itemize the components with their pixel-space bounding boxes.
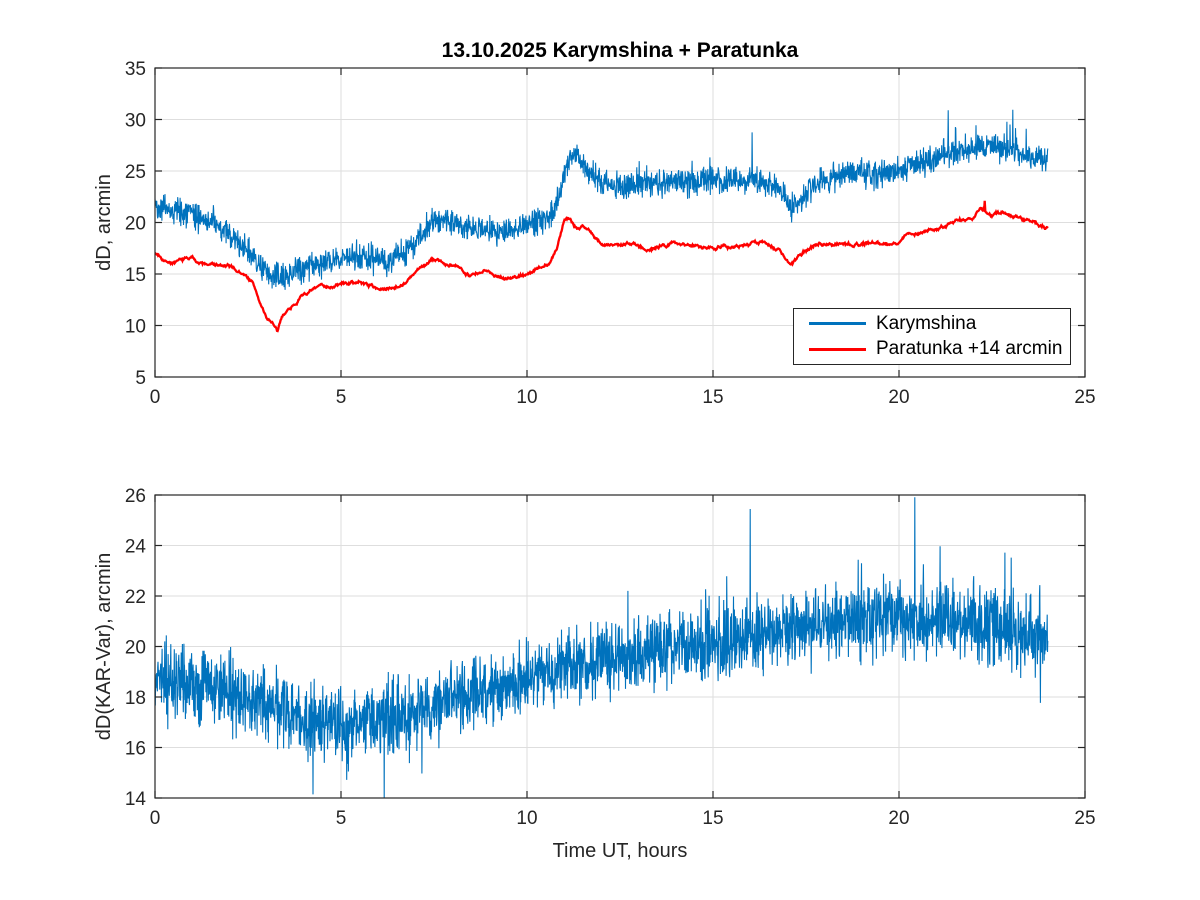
bottom-plot: 0 5 10 15 20 25 14 16 18 20 22 24 26 dD(KAR-Var), ar… <box>93 486 1096 862</box>
x-tick-label: 15 <box>702 808 723 829</box>
y-tick-label: 26 <box>125 486 146 507</box>
x-tick-label: 25 <box>1074 387 1095 408</box>
x-tick-label: 5 <box>336 387 347 408</box>
series-line-dd-kar-var- <box>155 497 1049 798</box>
legend-entry-paratunka: Paratunka +14 arcmin <box>794 338 1070 360</box>
series-line-karymshina <box>155 109 1049 290</box>
y-tick-label: 24 <box>125 537 147 558</box>
legend-label-karymshina: Karymshina <box>876 312 977 334</box>
y-tick-label: 15 <box>125 265 146 286</box>
x-tick-label: 15 <box>702 387 723 408</box>
y-tick-label: 18 <box>125 688 146 709</box>
bottom-axes-generated: 0 5 10 15 20 25 14 16 18 20 22 24 26 <box>125 486 1096 829</box>
legend-box: Karymshina Paratunka +14 arcmin <box>793 308 1071 365</box>
y-tick-label: 20 <box>125 214 146 235</box>
x-tick-label: 25 <box>1074 808 1095 829</box>
bottom-x-axis-label: Time UT, hours <box>553 840 688 862</box>
y-tick-label: 25 <box>125 162 146 183</box>
x-tick-label: 20 <box>888 808 909 829</box>
y-tick-label: 30 <box>125 111 146 132</box>
y-tick-label: 22 <box>125 587 146 608</box>
x-tick-label: 0 <box>150 387 161 408</box>
legend-label-paratunka: Paratunka +14 arcmin <box>876 338 1063 360</box>
x-tick-label: 10 <box>516 387 537 408</box>
bottom-y-axis-label: dD(KAR-Var), arcmin <box>93 553 115 740</box>
x-tick-label: 5 <box>336 808 347 829</box>
series-line-paratunka-14-arcmin <box>155 200 1049 333</box>
y-tick-label: 10 <box>125 317 146 338</box>
x-tick-label: 0 <box>150 808 161 829</box>
paratunka-line-sample <box>809 347 866 351</box>
plot-title: 13.10.2025 Karymshina + Paratunka <box>442 39 799 62</box>
karymshina-line-sample <box>809 322 866 326</box>
y-tick-label: 14 <box>125 789 147 810</box>
x-tick-label: 20 <box>888 387 909 408</box>
y-tick-label: 20 <box>125 638 146 659</box>
y-tick-label: 16 <box>125 739 146 760</box>
y-tick-label: 35 <box>125 59 146 80</box>
y-tick-label: 5 <box>135 368 146 389</box>
legend-entry-karymshina: Karymshina <box>794 313 1070 335</box>
top-y-axis-label: dD, arcmin <box>93 174 115 271</box>
x-tick-label: 10 <box>516 808 537 829</box>
